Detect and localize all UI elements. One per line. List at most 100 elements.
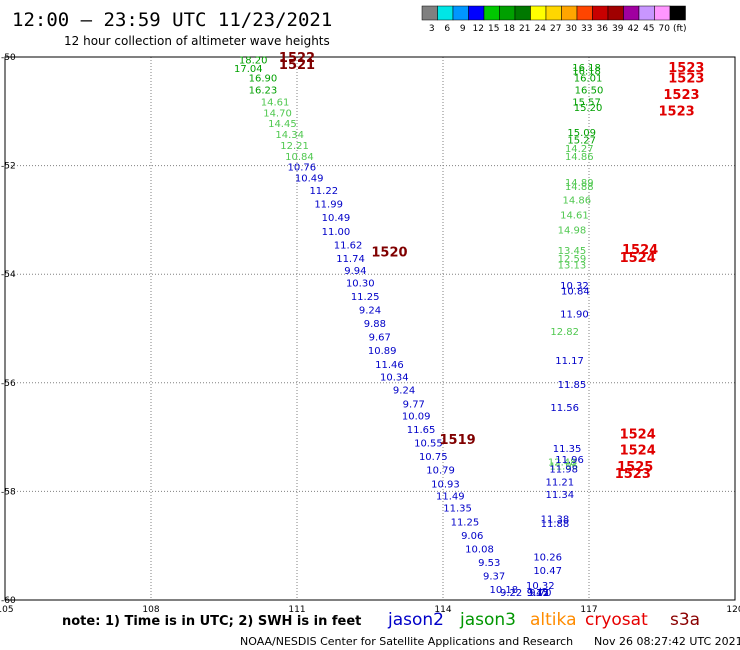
jason2-point-label: 11.25 (351, 292, 380, 303)
color-scale-label: 45 (643, 24, 654, 34)
jason2-point-label: 11.17 (555, 356, 584, 367)
cryosat-point-label: 1523 (659, 104, 695, 119)
color-swatch (483, 5, 500, 21)
jason2-point-label: 11.00 (322, 227, 351, 238)
jason3-point-label: 14.86 (563, 195, 592, 206)
y-tick-label: -52 (1, 162, 16, 172)
jason2-point-label: 10.93 (431, 479, 460, 490)
satellite-name-jason3: jason3 (459, 610, 516, 630)
jason3-point-label: 14.61 (560, 210, 589, 221)
jason2-point-label: 11.98 (549, 465, 578, 476)
x-tick-label: 111 (288, 605, 305, 615)
jason3-point-label: 14.45 (268, 119, 297, 130)
jason3-point-label: 16.23 (249, 86, 278, 97)
jason3-point-label: 12.82 (550, 327, 579, 338)
jason2-point-label: 9.37 (483, 572, 505, 583)
jason2-point-label: 11.35 (443, 504, 472, 515)
s3a-point-label: 1520 (371, 245, 407, 260)
jason2-point-label: 11.25 (451, 517, 480, 528)
jason2-point-label: 9.67 (369, 333, 391, 344)
color-swatch (561, 5, 578, 21)
jason3-point-label: 14.27 (565, 144, 594, 155)
jason2-point-label: 10.89 (368, 346, 397, 357)
color-scale-label: (ft) (673, 24, 687, 34)
jason3-point-label: 14.86 (565, 152, 594, 163)
s3a-point-label: 1522 (279, 51, 315, 66)
jason2-point-label: 11.74 (336, 254, 365, 265)
cryosat-point-label: 1525 (617, 460, 653, 475)
plot-frame (4, 56, 736, 601)
jason3-point-label: 14.88 (565, 182, 594, 193)
jason3-point-label: 14.61 (261, 98, 290, 109)
jason2-point-label: 10.09 (402, 411, 431, 422)
color-scale-label: 39 (612, 24, 624, 34)
satellite-name-cryosat: cryosat (585, 610, 648, 630)
jason2-point-label: 9.53 (478, 558, 500, 569)
jason2-point-label: 11.85 (558, 380, 587, 391)
jason2-point-label: 11.62 (334, 240, 363, 251)
jason2-point-label: 9.47 (527, 588, 549, 599)
color-scale-label: 24 (535, 24, 547, 34)
x-tick-label: 120 (726, 605, 740, 615)
cryosat-point-label: 1523 (668, 61, 704, 76)
color-swatch (530, 5, 547, 21)
satellite-legend: jason2 jason3 altika cryosat s3a (387, 610, 700, 630)
y-tick-label: -50 (1, 53, 16, 63)
jason2-point-label: 10.32 (526, 581, 555, 592)
color-scale-label: 36 (597, 24, 609, 34)
color-scale-label: 15 (488, 24, 499, 34)
footer-generated: Nov 26 08:27:42 UTC 2021 (594, 635, 740, 648)
cryosat-point-label: 1524 (620, 444, 656, 459)
jason2-point-label: 11.21 (545, 478, 574, 489)
jason3-point-label: 16.01 (574, 74, 603, 85)
color-swatch (545, 5, 562, 21)
color-swatch (468, 5, 485, 21)
jason2-point-label: 9.24 (359, 305, 381, 316)
color-scale-label: 3 (429, 24, 435, 34)
color-swatch (623, 5, 640, 21)
jason3-point-label: 12.59 (558, 254, 587, 265)
x-tick-label: 117 (580, 605, 597, 615)
gridlines (5, 57, 735, 600)
s3a-point-label: 1521 (279, 58, 315, 73)
color-scale-label: 21 (519, 24, 530, 34)
jason2-point-label: 11.88 (541, 519, 570, 530)
cryosat-point-label: 1524 (620, 251, 656, 266)
cryosat-point-label: 1524 (622, 243, 658, 258)
color-swatch (514, 5, 531, 21)
s3a-point-label: 1519 (440, 433, 476, 448)
jason2-point-label: 11.56 (550, 403, 579, 414)
y-tick-label: -54 (1, 270, 16, 280)
jason2-point-label: 10.47 (533, 566, 562, 577)
jason3-point-label: 16.50 (575, 86, 604, 97)
x-tick-label: 114 (434, 605, 451, 615)
jason2-point-label: 10.55 (414, 439, 443, 450)
jason3-point-label: 14.89 (565, 178, 594, 189)
color-scale-label: 30 (566, 24, 578, 34)
color-swatch (654, 5, 671, 21)
jason2-point-label: 9.24 (393, 385, 415, 396)
jason2-point-label: 10.84 (561, 286, 590, 297)
color-scale-legend: 3 6 9 12 15 18 21 24 27 30 33 36 39 42 45 70 (ft) (421, 5, 687, 34)
chart-title: 12:00 – 23:59 UTC 11/23/2021 (12, 9, 332, 31)
jason2-point-label: 9.06 (461, 531, 483, 542)
color-swatch (592, 5, 609, 21)
jason2-point-label: 9.72 (527, 588, 549, 599)
jason3-point-label: 12.21 (280, 141, 309, 152)
color-scale-label: 42 (628, 24, 639, 34)
cryosat-point-label: 1524 (620, 427, 656, 442)
cryosat-point-label: 1523 (615, 467, 651, 482)
jason3-point-label: 16.18 (572, 63, 601, 74)
color-scale-label: 27 (550, 24, 561, 34)
jason2-point-label: 10.30 (346, 278, 375, 289)
jason2-point-label: 9.70 (529, 588, 551, 599)
color-swatch (452, 5, 469, 21)
data-points: 18.2017.0416.9016.2314.6114.7014.4514.34… (234, 51, 704, 599)
color-swatch (437, 5, 454, 21)
color-scale-label: 12 (473, 24, 484, 34)
cryosat-point-label: 1523 (663, 88, 699, 103)
jason3-point-label: 15.09 (567, 128, 596, 139)
cryosat-point-label: 1523 (668, 72, 704, 87)
jason2-point-label: 11.96 (555, 455, 584, 466)
jason3-point-label: 12.48 (548, 458, 577, 469)
